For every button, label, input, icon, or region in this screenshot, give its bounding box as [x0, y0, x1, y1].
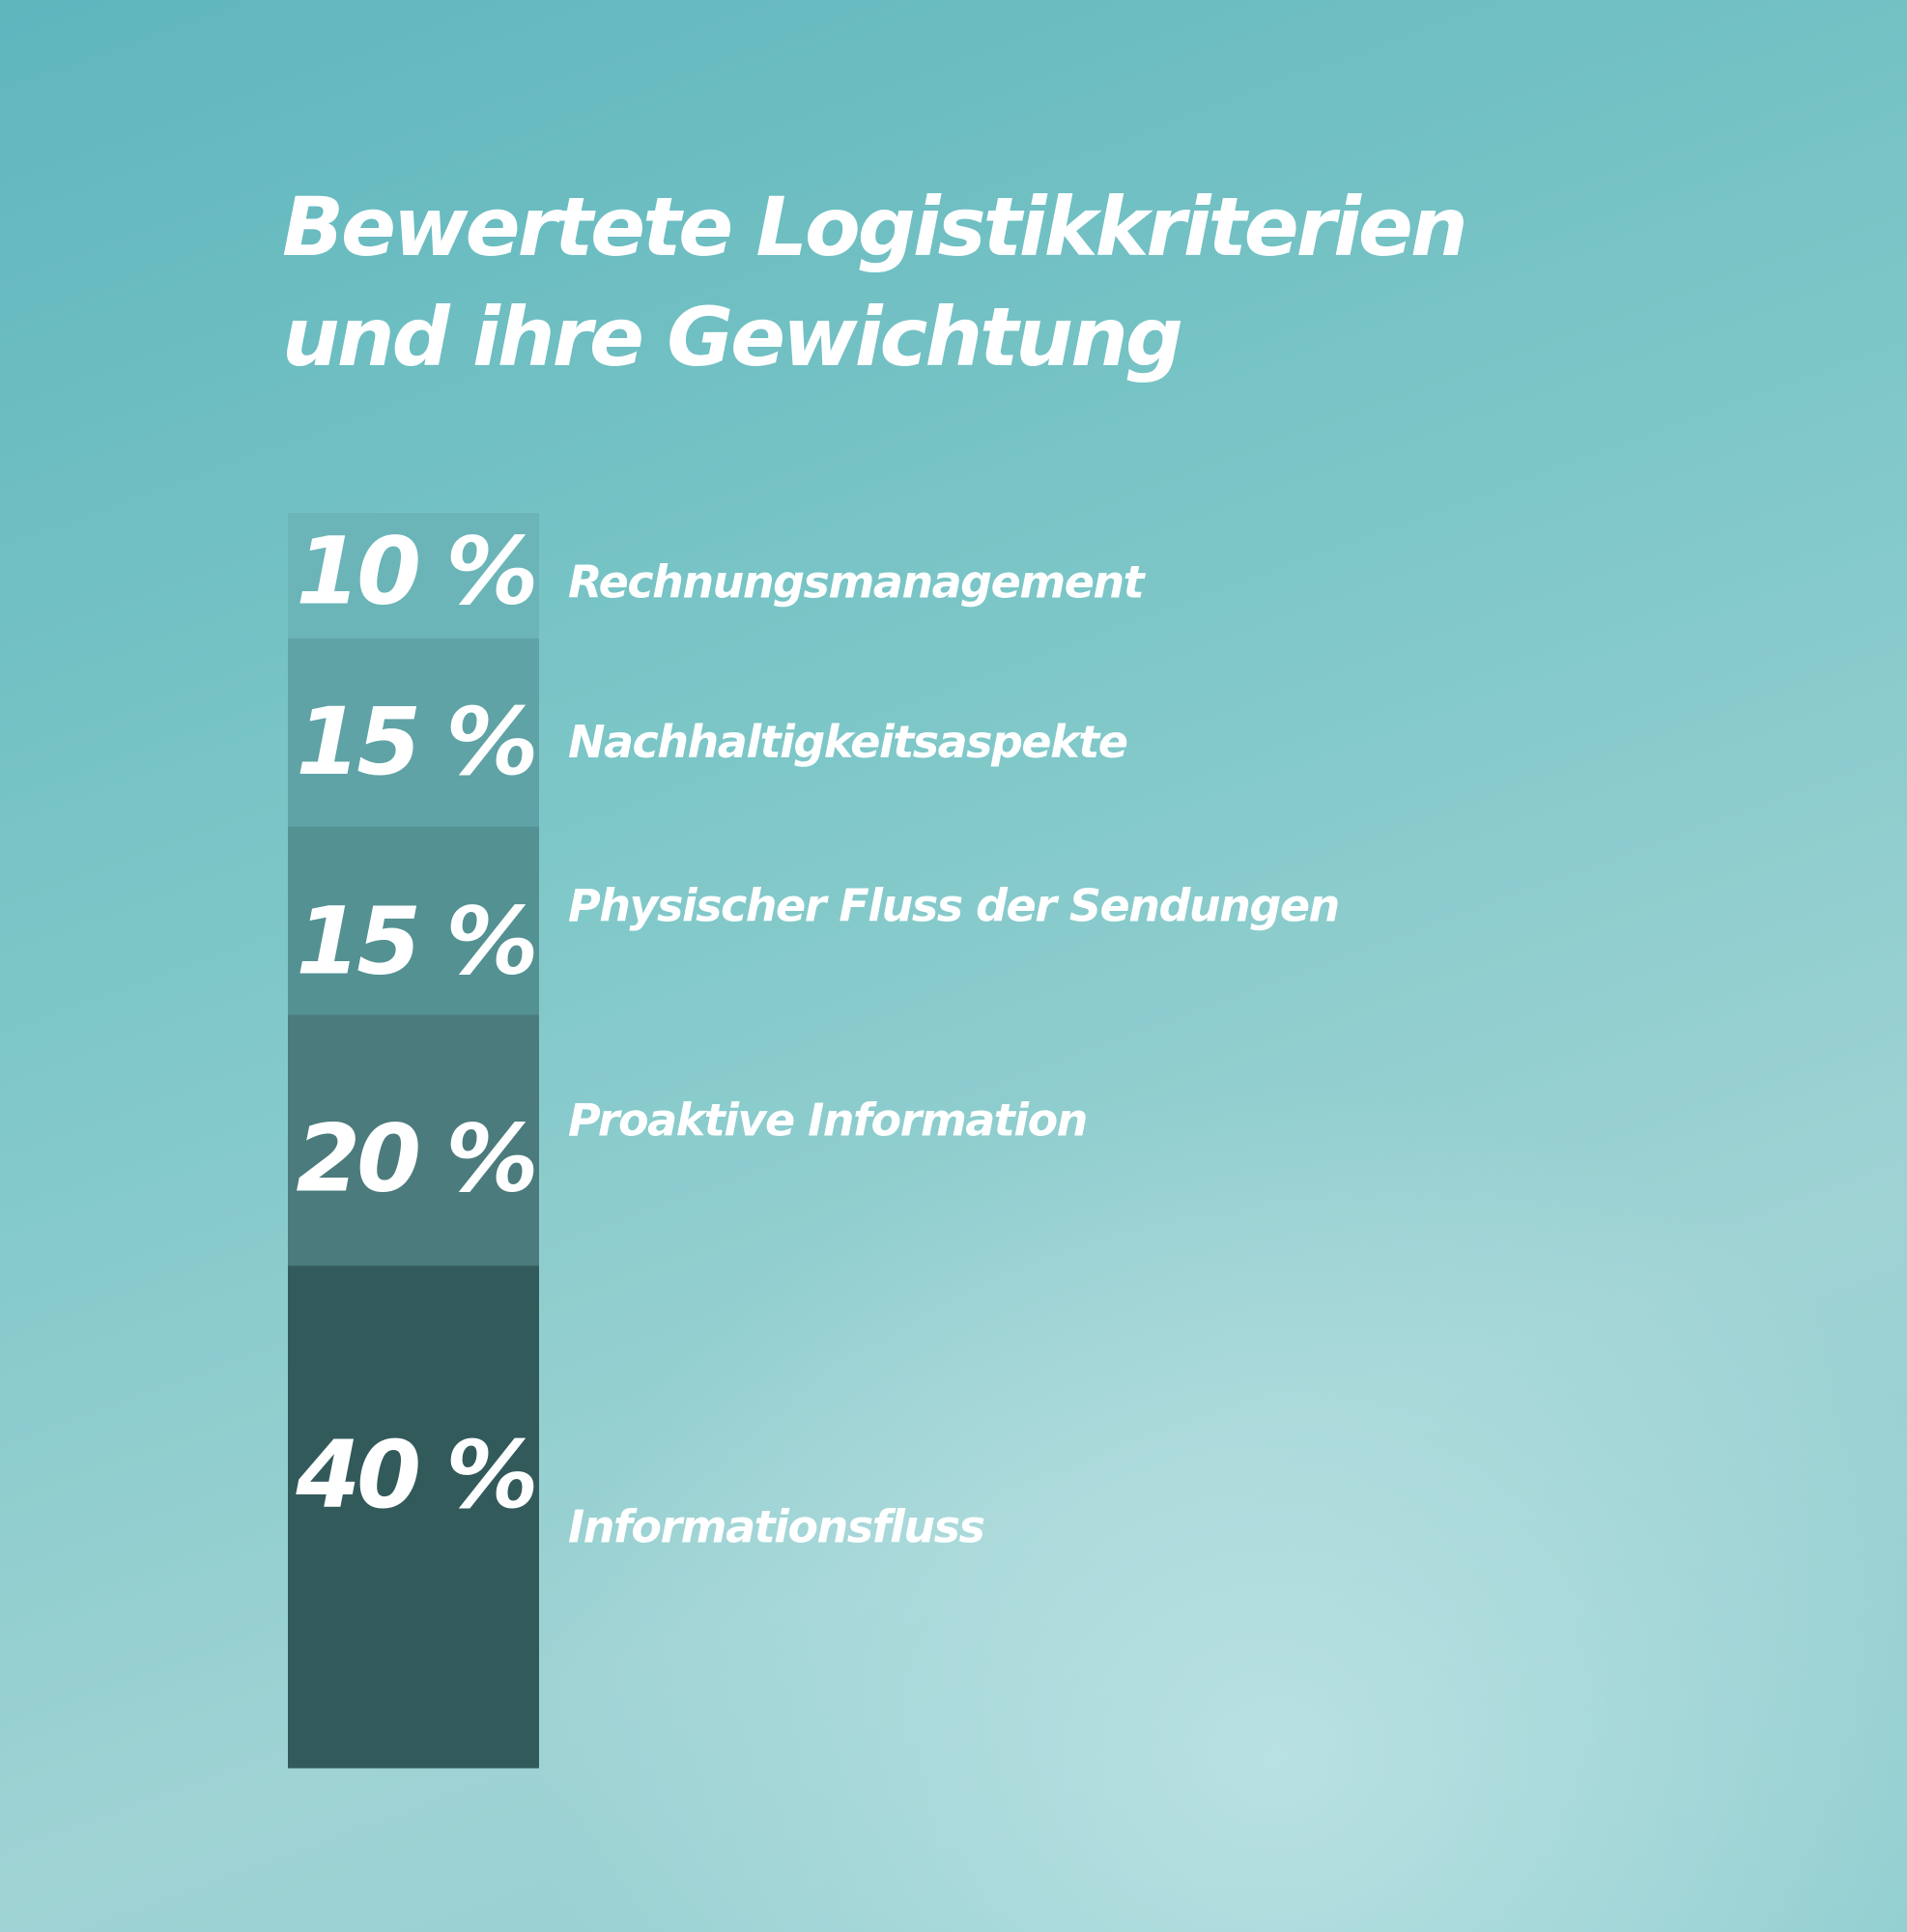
segment-value-label: 20 %	[296, 1104, 534, 1212]
bar-segment	[288, 638, 539, 828]
segment-value-label: 15 %	[296, 888, 534, 996]
segment-category-label: Physischer Fluss der Sendungen	[568, 880, 1339, 932]
segment-value-labels: 10 % 15 % 15 % 20 % 40 %	[295, 518, 538, 1529]
chart-title-line-1: Bewertete Logistikkriterien	[282, 180, 1468, 274]
stacked-bar	[288, 513, 539, 1769]
segment-category-label: Rechnungsmanagement	[568, 555, 1147, 608]
bar-segment	[288, 1014, 539, 1266]
bar-segment	[288, 513, 539, 639]
segment-category-label: Proaktive Information	[568, 1094, 1087, 1147]
bar-segment	[288, 1265, 539, 1769]
segment-value-label: 40 %	[295, 1421, 534, 1529]
segment-value-label: 10 %	[296, 518, 534, 626]
segment-category-label: Nachhaltigkeitsaspekte	[568, 716, 1127, 768]
segment-category-label: Informationsfluss	[568, 1501, 984, 1553]
chart-title: Bewertete Logistikkriterien und ihre Gew…	[282, 172, 1468, 392]
segment-value-label: 15 %	[296, 688, 534, 796]
bar-segment	[288, 826, 539, 1016]
segment-category-labels: Rechnungsmanagement Nachhaltigkeitsaspekt…	[568, 555, 1340, 1553]
chart-title-line-2: und ihre Gewichtung	[282, 290, 1183, 384]
